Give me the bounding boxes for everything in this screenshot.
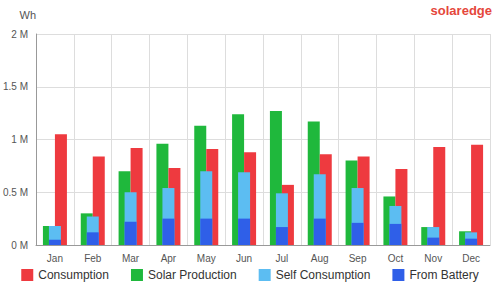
svg-text:Consumption: Consumption xyxy=(38,268,109,282)
svg-text:Mar: Mar xyxy=(122,253,140,264)
svg-text:From Battery: From Battery xyxy=(409,268,478,282)
svg-text:0.5 M: 0.5 M xyxy=(3,187,28,198)
svg-text:Jun: Jun xyxy=(236,253,252,264)
svg-text:1 M: 1 M xyxy=(11,134,28,145)
svg-text:May: May xyxy=(197,253,216,264)
svg-text:Solar Production: Solar Production xyxy=(148,268,237,282)
svg-text:2 M: 2 M xyxy=(11,29,28,40)
svg-text:Feb: Feb xyxy=(84,253,102,264)
svg-text:solaredge: solaredge xyxy=(431,3,492,18)
svg-text:1.5 M: 1.5 M xyxy=(3,81,28,92)
svg-text:0 M: 0 M xyxy=(11,240,28,251)
svg-text:Oct: Oct xyxy=(388,253,404,264)
svg-text:Sep: Sep xyxy=(349,253,367,264)
svg-text:Jan: Jan xyxy=(47,253,63,264)
svg-text:Wh: Wh xyxy=(20,9,37,21)
svg-text:Nov: Nov xyxy=(424,253,442,264)
svg-text:Dec: Dec xyxy=(462,253,480,264)
svg-text:Self Consumption: Self Consumption xyxy=(276,268,371,282)
svg-text:Jul: Jul xyxy=(276,253,289,264)
svg-text:Aug: Aug xyxy=(311,253,329,264)
svg-text:Apr: Apr xyxy=(161,253,177,264)
